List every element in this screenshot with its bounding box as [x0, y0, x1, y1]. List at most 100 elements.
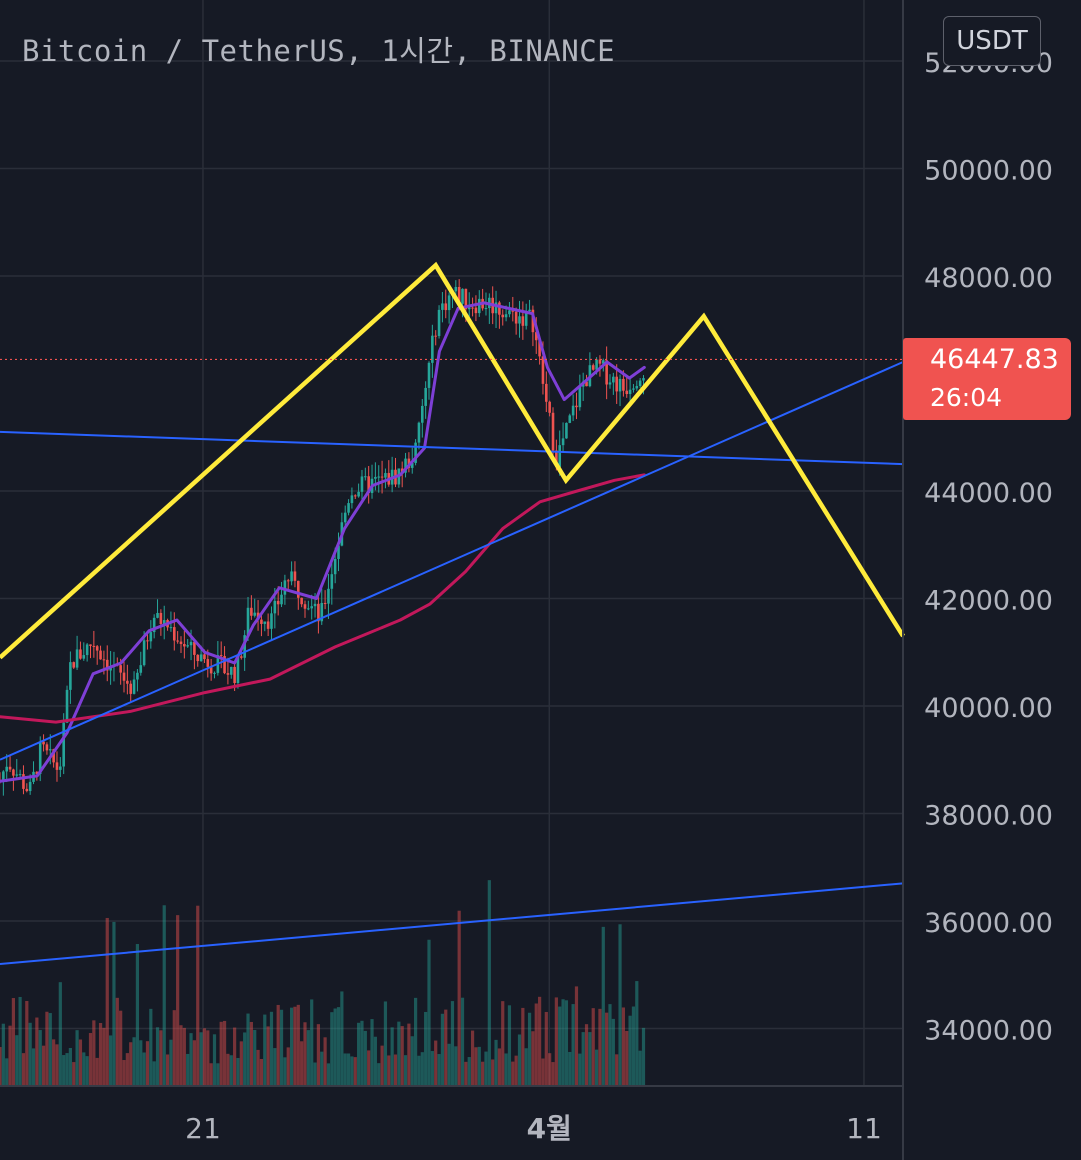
candle-body	[625, 390, 629, 395]
candle-body	[226, 673, 230, 675]
volume-bar	[259, 1058, 264, 1086]
volume-bar	[192, 1040, 196, 1086]
volume-bar	[568, 1051, 572, 1086]
candle-body	[558, 445, 562, 468]
volume-bar	[1, 1023, 5, 1086]
volume-bar	[233, 1027, 237, 1086]
candle-body	[69, 662, 72, 690]
volume-bar	[320, 1051, 324, 1086]
volume-bar	[464, 1061, 468, 1086]
volume-bar	[139, 1040, 143, 1086]
volume-bar	[15, 1035, 19, 1086]
volume-bar	[162, 905, 166, 1086]
volume-bar	[363, 1030, 367, 1086]
volume-bar	[306, 1030, 310, 1086]
volume-bar	[176, 915, 180, 1086]
volume-bar	[631, 1006, 636, 1086]
candle-body	[105, 659, 109, 671]
candle-body	[364, 476, 367, 478]
volume-bar	[226, 1053, 230, 1086]
volume-bar	[635, 981, 639, 1086]
axes: 52000.0050000.0048000.0044000.0042000.00…	[0, 0, 1053, 1160]
volume-bar	[112, 921, 116, 1086]
volume-bar	[189, 1033, 193, 1086]
volume-bar	[212, 1034, 217, 1086]
volume-bar	[0, 1047, 2, 1086]
candle-body	[330, 574, 334, 589]
candle-body	[266, 621, 270, 629]
volume-bar	[434, 1040, 438, 1086]
candle-body	[72, 662, 76, 668]
volume-bar	[417, 1055, 421, 1086]
volume-bar	[608, 1004, 612, 1086]
currency-unit-button[interactable]: USDT	[943, 16, 1041, 66]
volume-bar	[243, 1032, 247, 1086]
volume-bar	[122, 1060, 126, 1086]
volume-bar	[266, 1026, 270, 1086]
volume-bar	[58, 982, 62, 1086]
volume-bar	[514, 1055, 518, 1086]
volume-bar	[82, 1052, 86, 1086]
volume-bar	[25, 1000, 29, 1086]
y-tick-label: 42000.00	[924, 586, 1053, 617]
candle-body	[95, 646, 99, 651]
candle-body	[260, 619, 263, 624]
volume-bar	[584, 1024, 589, 1086]
candle-body	[323, 602, 327, 604]
candle-body	[246, 607, 250, 636]
candle-body	[162, 620, 166, 625]
volume-bar	[172, 1010, 176, 1086]
volume-bar	[253, 1029, 257, 1086]
candle-body	[156, 612, 159, 618]
volume-bar	[467, 1057, 471, 1086]
candle-body	[28, 781, 32, 792]
candle-body	[159, 612, 163, 625]
candle-body	[240, 656, 243, 658]
candle-body	[622, 378, 625, 391]
volume-bar	[397, 1021, 401, 1086]
volume-bar	[102, 1027, 106, 1086]
volume-bar	[286, 1047, 290, 1086]
candle-body	[457, 286, 461, 304]
volume-bar	[373, 1036, 377, 1086]
volume-bar	[524, 1048, 528, 1086]
candle-body	[48, 749, 52, 751]
volume-bar	[55, 1044, 59, 1086]
volume-bar	[484, 1051, 488, 1086]
volume-bar	[289, 1007, 294, 1086]
volume-bar	[400, 1026, 404, 1086]
y-tick-label: 44000.00	[924, 478, 1053, 509]
candle-body	[149, 632, 153, 642]
candle-body	[253, 612, 257, 616]
candle-body	[454, 286, 458, 292]
volume-bar	[219, 1021, 223, 1086]
candle-body	[531, 309, 535, 333]
volume-bar	[541, 1058, 545, 1086]
volume-bar	[504, 1053, 508, 1086]
volume-bar	[336, 1007, 341, 1086]
candle-body	[467, 307, 471, 310]
candle-body	[504, 314, 508, 318]
candle-body	[213, 672, 216, 674]
volume-bar	[638, 1050, 642, 1086]
candle-body	[568, 415, 572, 423]
candle-body	[367, 476, 370, 494]
y-tick-label: 48000.00	[924, 263, 1053, 294]
candle-body	[183, 644, 186, 647]
candle-body	[203, 654, 206, 660]
candle-body	[578, 386, 582, 408]
volume-bar	[621, 1007, 625, 1086]
candle-body	[169, 627, 173, 629]
candle-body	[642, 378, 645, 381]
candle-body	[229, 666, 233, 675]
volume-bar	[578, 1053, 582, 1086]
candle-body	[384, 473, 387, 478]
candle-body	[380, 476, 384, 478]
volume-bar	[72, 1062, 76, 1086]
candle-body	[534, 332, 538, 341]
candle-body	[35, 771, 39, 775]
volume-bar	[564, 1000, 569, 1086]
volume-bar	[474, 1047, 478, 1086]
volume-bar	[470, 1030, 475, 1086]
